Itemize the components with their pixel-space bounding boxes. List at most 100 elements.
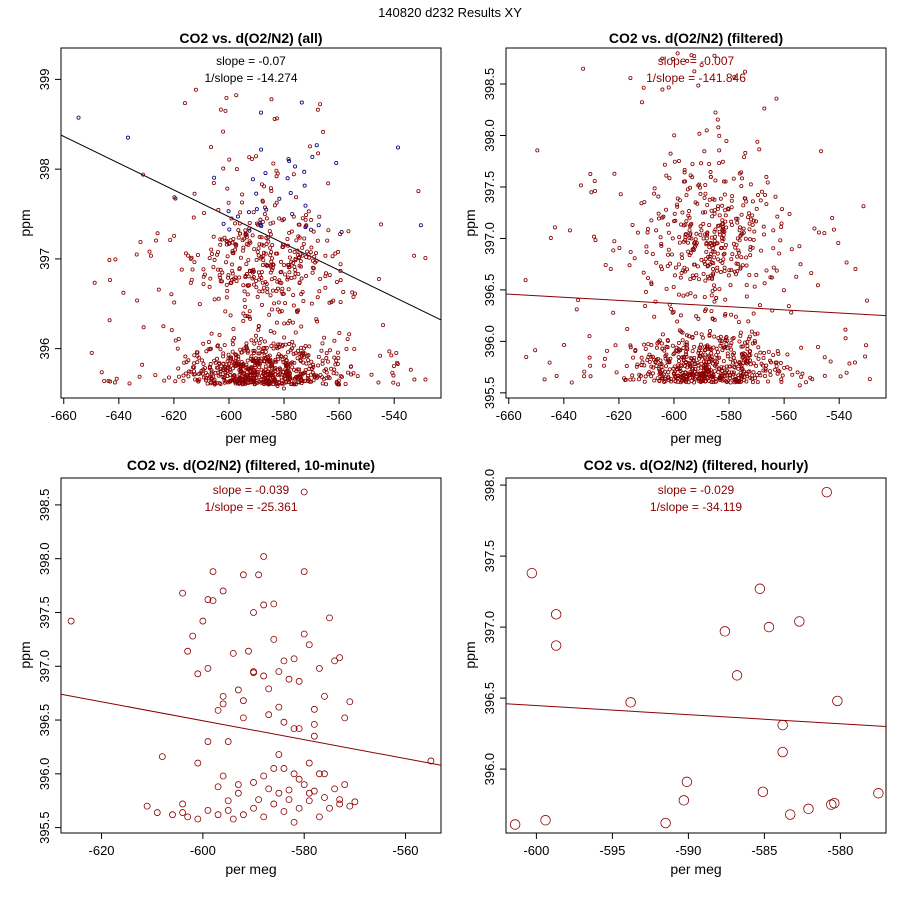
data-point <box>750 341 755 346</box>
data-point <box>391 380 396 385</box>
data-point <box>298 371 303 376</box>
data-point <box>645 227 650 232</box>
data-point <box>746 336 751 341</box>
data-point <box>729 347 734 352</box>
data-point <box>756 345 761 350</box>
data-point <box>255 249 260 254</box>
data-point <box>334 279 339 284</box>
data-point <box>730 336 735 341</box>
data-point <box>713 178 718 183</box>
data-point <box>211 265 216 270</box>
data-point <box>259 367 264 372</box>
data-point <box>249 354 254 359</box>
data-point <box>287 158 292 163</box>
data-point <box>279 289 284 294</box>
data-point <box>675 376 680 381</box>
data-point <box>195 360 200 365</box>
y-tick-label: 397.0 <box>482 222 497 255</box>
data-point <box>188 256 193 261</box>
data-point <box>665 345 670 350</box>
data-point <box>678 313 683 318</box>
data-point <box>217 362 222 367</box>
data-point <box>137 374 142 379</box>
data-point <box>745 339 750 344</box>
fit-line-hourly <box>506 703 886 727</box>
data-point <box>283 301 288 306</box>
data-point <box>194 759 202 767</box>
data-point <box>713 110 718 115</box>
data-point <box>239 376 244 381</box>
data-point <box>697 277 702 282</box>
data-point <box>182 360 187 365</box>
data-point <box>263 171 268 176</box>
data-point <box>192 361 197 366</box>
data-point <box>251 210 256 215</box>
data-point <box>741 226 746 231</box>
data-point <box>789 247 794 252</box>
data-point <box>712 53 717 58</box>
data-point <box>567 228 572 233</box>
data-point <box>667 302 672 307</box>
data-point <box>662 380 667 385</box>
data-point <box>294 238 299 243</box>
data-point <box>262 184 267 189</box>
data-point <box>277 216 282 221</box>
data-point <box>287 264 292 269</box>
data-point <box>830 216 835 221</box>
data-point <box>682 170 687 175</box>
data-point <box>280 242 285 247</box>
data-point <box>345 337 350 342</box>
data-point <box>218 369 223 374</box>
y-tick-label: 398.0 <box>482 119 497 152</box>
data-point <box>247 155 252 160</box>
data-point <box>301 298 306 303</box>
data-point <box>336 378 341 383</box>
data-point <box>268 360 273 365</box>
y-tick-label: 396.0 <box>482 325 497 358</box>
data-point <box>676 365 681 370</box>
data-point <box>729 370 734 375</box>
scatter-points-hourly <box>509 487 884 830</box>
data-point <box>250 804 257 812</box>
data-point <box>873 788 884 799</box>
data-point <box>734 216 739 221</box>
data-point <box>717 232 722 237</box>
data-point <box>291 343 296 348</box>
data-point <box>733 359 738 364</box>
data-point <box>338 262 343 267</box>
x-tick-label: -620 <box>606 408 632 423</box>
data-point <box>304 361 309 366</box>
data-point <box>329 300 334 305</box>
data-point <box>713 379 718 384</box>
data-point <box>740 344 745 349</box>
data-point <box>272 301 277 306</box>
data-point <box>335 361 340 366</box>
data-point <box>707 254 712 259</box>
data-point <box>756 356 761 361</box>
data-point <box>809 271 814 276</box>
data-point <box>725 351 730 356</box>
data-point <box>246 274 251 279</box>
data-point <box>315 107 320 112</box>
data-point <box>246 258 251 263</box>
data-point <box>275 751 283 758</box>
data-point <box>208 276 213 281</box>
data-point <box>321 770 328 778</box>
data-point <box>218 275 223 280</box>
scatter-points-filtered <box>523 51 872 388</box>
data-point <box>691 366 696 371</box>
data-point <box>235 214 240 219</box>
data-point <box>246 372 251 377</box>
data-point <box>234 356 239 361</box>
data-point <box>153 809 161 816</box>
data-point <box>412 377 417 382</box>
x-tick-label: -600 <box>523 843 549 858</box>
data-point <box>336 355 341 360</box>
data-point <box>669 377 674 382</box>
data-point <box>241 245 246 250</box>
data-point <box>320 358 325 363</box>
data-point <box>786 304 791 309</box>
data-point <box>761 368 766 373</box>
data-point <box>688 291 693 296</box>
